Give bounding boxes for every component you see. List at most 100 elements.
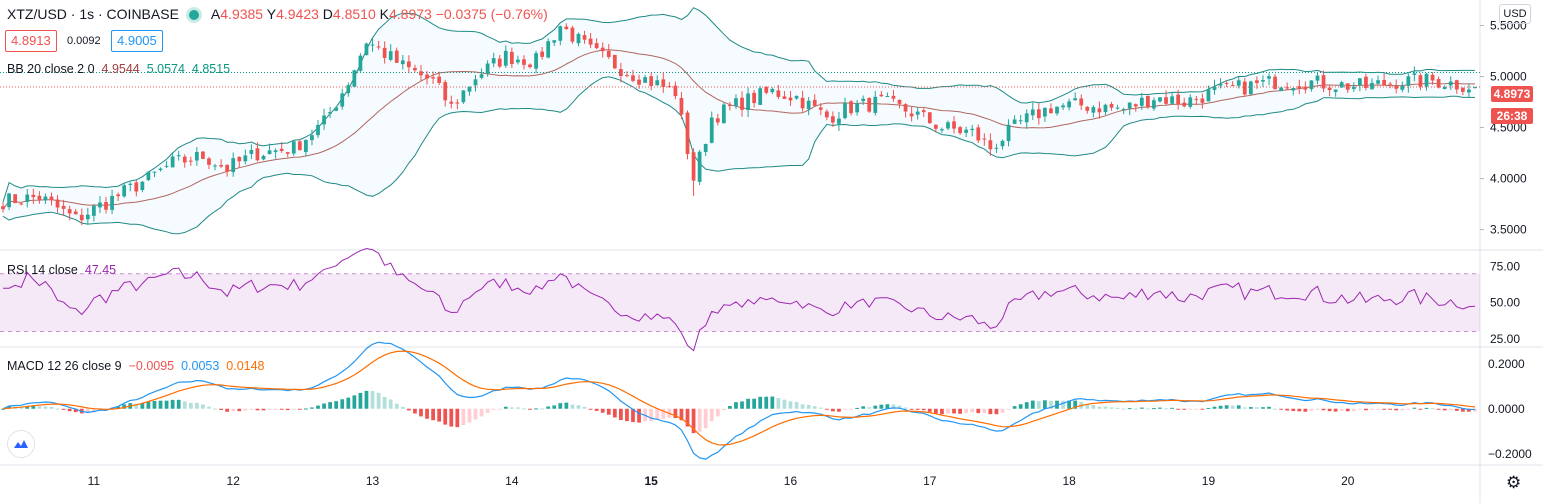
candle-body <box>740 97 744 110</box>
macd-histogram-bar <box>431 408 435 421</box>
candle-body <box>703 143 708 153</box>
candle-body <box>927 112 932 124</box>
macd-histogram-bar <box>697 408 702 432</box>
candle-body <box>734 98 738 106</box>
candle-body <box>413 67 417 71</box>
candle-body <box>1358 78 1362 86</box>
macd-histogram-bar <box>467 408 472 423</box>
rsi-line <box>3 247 1476 352</box>
candle-body <box>933 124 938 129</box>
macd-histogram-bar <box>1321 408 1326 411</box>
macd-histogram-bar <box>388 399 393 409</box>
macd-histogram-bar <box>152 400 157 409</box>
macd-histogram-bar <box>1133 408 1138 410</box>
candle-body <box>370 44 375 46</box>
macd-histogram-bar <box>1091 405 1096 409</box>
candle-body <box>1018 120 1023 122</box>
candle-body <box>1467 89 1471 93</box>
candle-body <box>964 129 969 133</box>
last-price-tag: 4.8973 <box>1491 86 1533 102</box>
macd-histogram-bar <box>970 408 975 413</box>
bb-legend[interactable]: BB 20 close 2 0 4.9544 5.0574 4.8515 <box>7 61 230 77</box>
macd-histogram-bar <box>219 408 223 410</box>
macd-histogram-bar <box>988 408 993 415</box>
macd-histogram-bar <box>449 408 454 427</box>
candle-body <box>425 74 429 79</box>
macd-histogram-bar <box>558 403 563 409</box>
rsi-legend[interactable]: RSI 14 close 47.45 <box>7 262 116 278</box>
y-tick-label: 5.0000 <box>1490 70 1527 84</box>
macd-histogram-bar <box>285 408 290 411</box>
tradingview-logo-icon[interactable] <box>7 430 35 458</box>
macd-histogram-bar <box>1036 401 1041 409</box>
candle-body <box>1388 83 1393 85</box>
macd-histogram-bar <box>594 408 599 411</box>
macd-histogram-bar <box>406 408 411 411</box>
macd-histogram-bar <box>703 408 708 429</box>
macd-histogram-bar <box>661 408 666 419</box>
macd-histogram-bar <box>1370 408 1374 410</box>
macd-histogram-bar <box>1188 408 1193 410</box>
macd-histogram-bar <box>709 408 714 422</box>
candle-body <box>334 107 339 111</box>
candle-body <box>170 156 175 168</box>
candle-body <box>709 117 714 143</box>
candle-body <box>1315 75 1320 81</box>
macd-histogram-bar <box>267 408 272 410</box>
bid-price-button[interactable]: 4.8913 <box>5 30 57 52</box>
macd-histogram-bar <box>316 405 320 409</box>
macd-histogram-bar <box>982 408 987 414</box>
candle-body <box>570 27 575 42</box>
macd-histogram-bar <box>673 408 678 419</box>
candle-body <box>1442 87 1447 89</box>
macd-histogram-bar <box>1315 408 1320 410</box>
candle-body <box>849 101 853 114</box>
macd-histogram-bar <box>849 408 853 410</box>
macd-histogram-bar <box>328 402 333 409</box>
candle-body <box>1327 87 1332 91</box>
candle-body <box>800 97 805 109</box>
candle-body <box>285 152 290 154</box>
candle-body <box>582 35 587 40</box>
currency-button[interactable]: USD <box>1499 4 1531 24</box>
candle-body <box>1061 105 1065 108</box>
candle-body <box>631 75 635 81</box>
candle-body <box>1024 113 1029 123</box>
macd-histogram-bar <box>625 408 629 422</box>
candle-body <box>316 124 320 136</box>
macd-histogram-bar <box>1139 407 1144 409</box>
symbol-title[interactable]: XTZ/USD · 1s · COINBASE <box>7 6 179 22</box>
x-tick-label: 11 <box>88 474 101 488</box>
macd-histogram-bar <box>346 397 351 409</box>
macd-histogram-bar <box>443 408 448 425</box>
symbol-legend[interactable]: XTZ/USD · 1s · COINBASE A4.9385 Y4.9423 D… <box>7 6 548 22</box>
gear-icon[interactable]: ⚙ <box>1506 473 1522 492</box>
candle-body <box>1212 86 1217 91</box>
candle-body <box>152 171 157 173</box>
macd-histogram-bar <box>497 408 502 410</box>
candle-body <box>806 100 811 110</box>
macd-histogram-bar <box>1382 408 1386 410</box>
candle-body <box>528 64 532 68</box>
macd-histogram-bar <box>1442 408 1447 411</box>
candle-body <box>1273 76 1277 90</box>
macd-histogram-bar <box>340 399 345 409</box>
candle-body <box>449 101 454 104</box>
macd-legend[interactable]: MACD 12 26 close 9 −0.0095 0.0053 0.0148 <box>7 358 265 374</box>
candle-body <box>461 90 466 103</box>
ask-price-button[interactable]: 4.9005 <box>111 30 163 52</box>
candle-body <box>1333 89 1338 93</box>
macd-histogram-bar <box>503 406 508 409</box>
macd-histogram-bar <box>491 408 496 410</box>
candle-body <box>261 155 266 160</box>
macd-histogram-bar <box>528 408 532 410</box>
macd-histogram-bar <box>1267 406 1271 409</box>
macd-histogram-bar <box>800 404 805 409</box>
macd-histogram-bar <box>279 408 284 410</box>
macd-histogram-bar <box>1224 405 1229 409</box>
macd-histogram-bar <box>273 408 278 410</box>
macd-histogram-bar <box>31 405 36 409</box>
candle-body <box>885 96 890 98</box>
macd-histogram-bar <box>1158 407 1162 409</box>
